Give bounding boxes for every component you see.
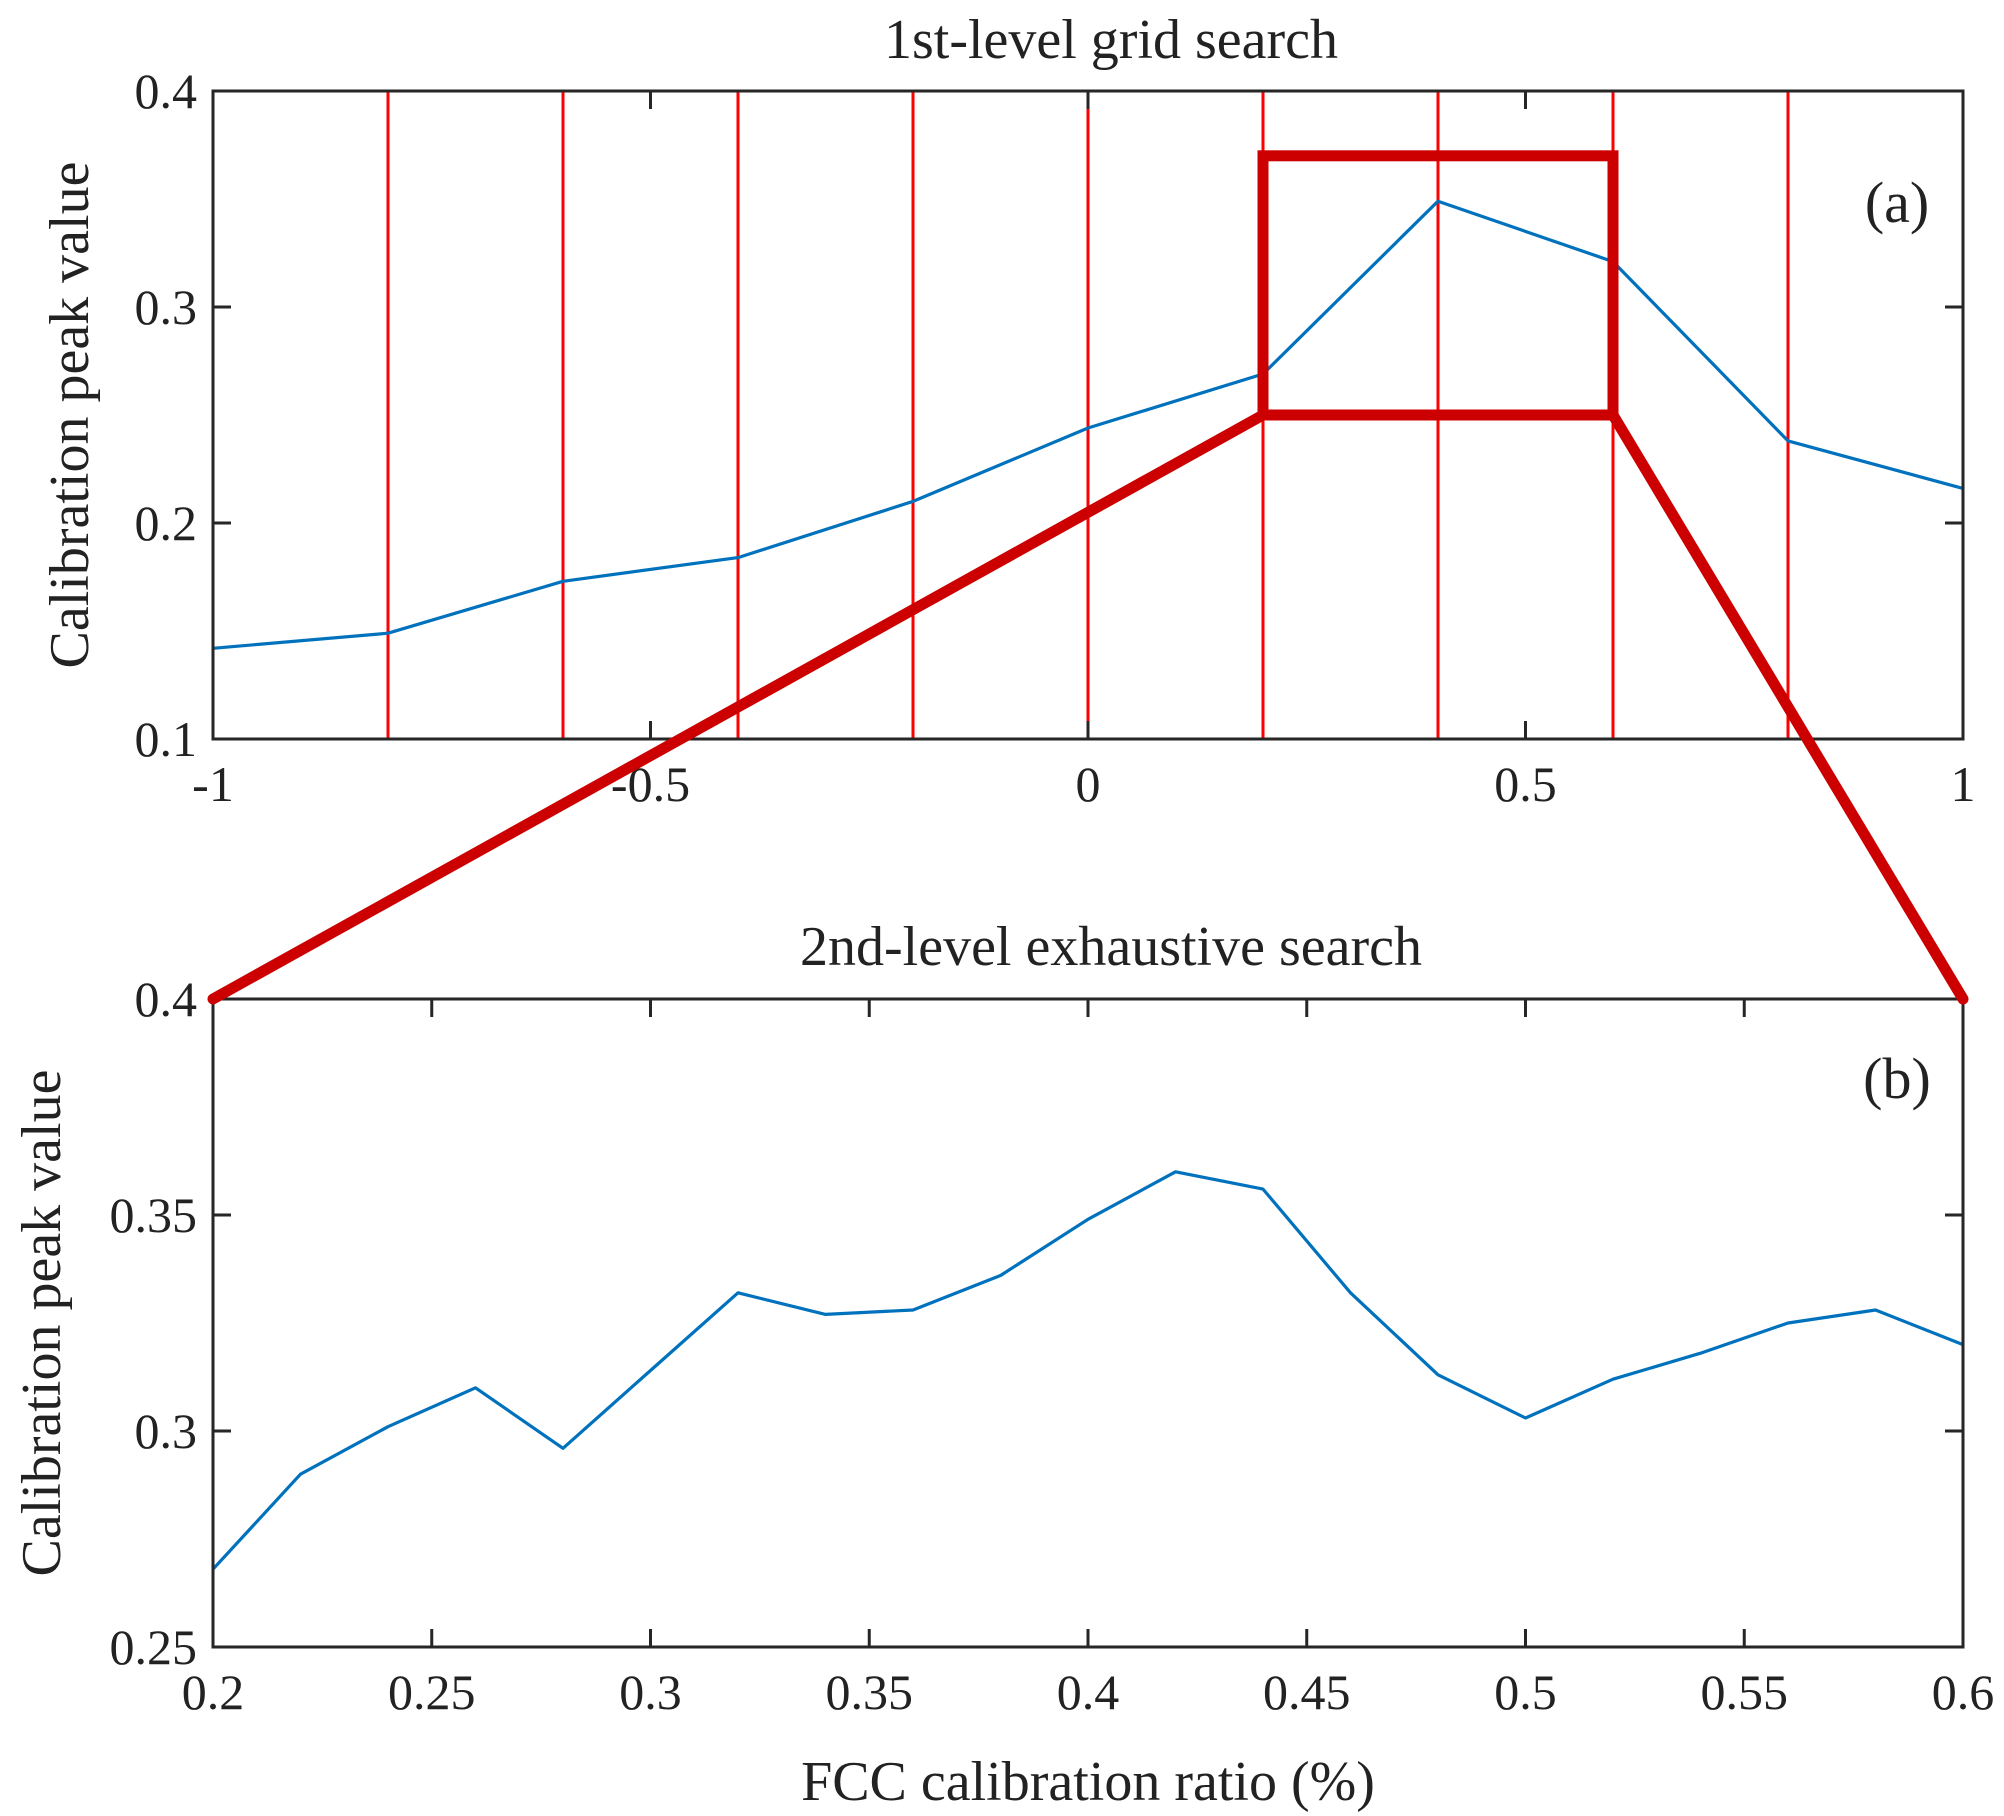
b-y-tick-label: 0.25 xyxy=(110,1619,198,1675)
b-x-tick-label: 0.4 xyxy=(1057,1664,1120,1720)
b-x-tick-label: 0.3 xyxy=(619,1664,682,1720)
a-x-tick-label: 0.5 xyxy=(1494,756,1557,812)
panel-b-title: 2nd-level exhaustive search xyxy=(800,916,1422,978)
panel-a-title: 1st-level grid search xyxy=(884,9,1338,71)
panel-b-exhaustive-search: 2nd-level exhaustive search 0.2 0.25 0.3 0.… xyxy=(11,916,1994,1813)
b-x-tick-label: 0.55 xyxy=(1701,1664,1789,1720)
b-y-tick-label: 0.4 xyxy=(135,971,198,1027)
panel-b-label: (b) xyxy=(1863,1046,1931,1111)
b-x-tick-label: 0.45 xyxy=(1263,1664,1351,1720)
zoom-connector-left xyxy=(207,409,1269,1005)
panel-a-y-ticks: 0.1 0.2 0.3 0.4 xyxy=(135,63,1963,767)
panel-b-x-ticks: 0.2 0.25 0.3 0.35 0.4 0.45 0.5 0.55 0.6 xyxy=(182,999,1995,1720)
a-x-tick-label: -1 xyxy=(192,756,234,812)
a-y-tick-label: 0.3 xyxy=(135,279,198,335)
b-x-tick-label: 0.35 xyxy=(826,1664,914,1720)
zoom-connector-right xyxy=(1607,409,1969,1005)
panel-a-grid-search: 1st-level grid search -1 -0.5 0 0.5 1 0.1 0.2… xyxy=(39,9,1976,812)
b-x-tick-label: 0.5 xyxy=(1494,1664,1557,1720)
a-y-tick-label: 0.1 xyxy=(135,711,198,767)
panel-b-y-axis-label: Calibration peak value xyxy=(11,1070,73,1577)
a-x-tick-label: -0.5 xyxy=(611,756,690,812)
panel-b-y-ticks: 0.25 0.3 0.35 0.4 xyxy=(110,971,1963,1675)
panel-a-y-axis-label: Calibration peak value xyxy=(39,162,101,669)
b-y-tick-label: 0.3 xyxy=(135,1403,198,1459)
panel-b-plot-area xyxy=(213,999,1963,1647)
b-x-tick-label: 0.25 xyxy=(388,1664,476,1720)
b-x-tick-label: 0.6 xyxy=(1932,1664,1995,1720)
b-y-tick-label: 0.35 xyxy=(110,1187,198,1243)
a-x-tick-label: 0 xyxy=(1076,756,1101,812)
panel-a-x-ticks: -1 -0.5 0 0.5 1 xyxy=(192,91,1976,812)
zoom-indicator xyxy=(207,150,1969,1005)
a-x-tick-label: 1 xyxy=(1951,756,1976,812)
panel-b-series xyxy=(211,1170,1964,1571)
a-y-tick-label: 0.4 xyxy=(135,63,198,119)
panel-a-label: (a) xyxy=(1865,170,1929,235)
b-x-tick-label: 0.2 xyxy=(182,1664,245,1720)
panel-b-x-axis-label: FCC calibration ratio (%) xyxy=(801,1751,1375,1813)
zoom-highlight-box xyxy=(1257,150,1619,421)
a-y-tick-label: 0.2 xyxy=(135,495,198,551)
